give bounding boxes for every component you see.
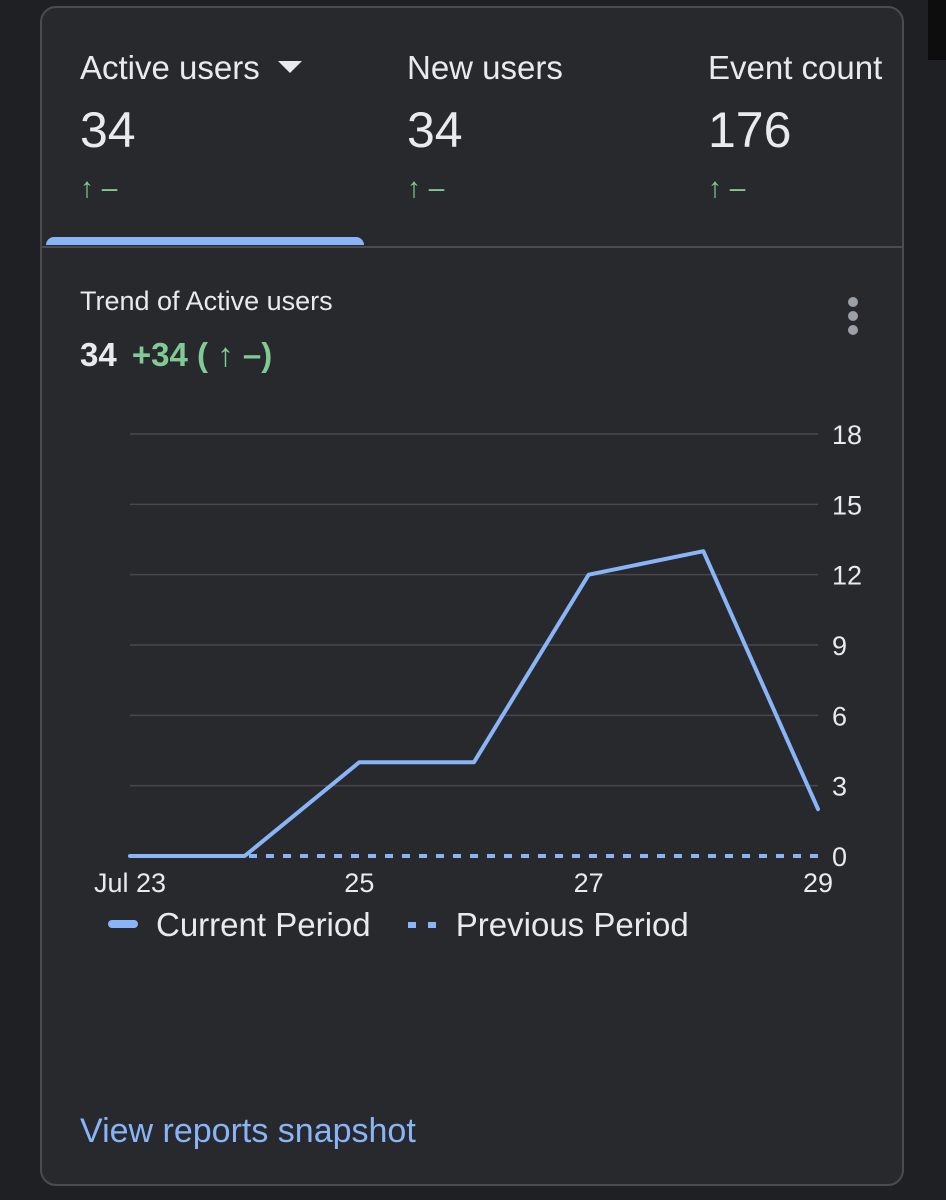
legend-previous-swatch bbox=[407, 922, 438, 928]
y-tick-label: 3 bbox=[832, 772, 847, 802]
trend-title: Trend of Active users bbox=[80, 286, 333, 316]
legend-current-swatch bbox=[108, 920, 138, 928]
more-dot bbox=[848, 311, 858, 321]
legend-current-label: Current Period bbox=[156, 906, 371, 943]
tab-new-users[interactable]: New users 34 ↑ – bbox=[407, 48, 563, 204]
trend-value: 34 bbox=[80, 336, 117, 373]
x-tick-label: 27 bbox=[574, 868, 604, 898]
tab-active-users[interactable]: Active users 34 ↑ – bbox=[80, 48, 302, 204]
y-tick-label: 0 bbox=[832, 842, 847, 872]
tab-event-count-value: 176 bbox=[708, 102, 792, 158]
tab-new-users-label: New users bbox=[407, 49, 563, 86]
tab-event-count[interactable]: Event count 176 ↑ – bbox=[708, 48, 882, 204]
tab-new-users-change: ↑ – bbox=[407, 172, 445, 203]
dropdown-caret-icon[interactable] bbox=[277, 61, 302, 73]
tab-active-users-change: ↑ – bbox=[80, 172, 118, 203]
trend-chart: 0 3 6 9 12 15 18 Jul 23 25 27 29 bbox=[94, 420, 862, 898]
x-tick-label: 25 bbox=[344, 868, 374, 898]
x-tick-label: Jul 23 bbox=[94, 868, 166, 898]
tab-new-users-value: 34 bbox=[407, 102, 463, 158]
y-tick-label: 12 bbox=[832, 561, 862, 591]
more-dot bbox=[848, 297, 858, 307]
analytics-card: Active users 34 ↑ – New users 34 ↑ – Eve… bbox=[40, 6, 904, 1186]
tab-active-users-label: Active users bbox=[80, 49, 260, 86]
tab-event-count-change: ↑ – bbox=[708, 172, 746, 203]
trend-delta: +34 ( ↑ –) bbox=[131, 336, 273, 373]
legend-current[interactable]: Current Period bbox=[108, 906, 371, 944]
x-tick-label: 29 bbox=[803, 868, 833, 898]
screen-edge bbox=[928, 0, 946, 60]
tab-event-count-label: Event count bbox=[708, 49, 883, 86]
y-tick-label: 18 bbox=[832, 420, 862, 450]
legend-previous-label: Previous Period bbox=[455, 906, 689, 943]
more-options-icon[interactable] bbox=[838, 294, 868, 344]
trend-summary: 34 +34 ( ↑ –) bbox=[80, 336, 272, 374]
y-tick-label: 6 bbox=[832, 701, 847, 731]
more-dot bbox=[848, 325, 858, 335]
metric-tabs: Active users 34 ↑ – New users 34 ↑ – Eve… bbox=[42, 8, 902, 248]
y-tick-label: 9 bbox=[832, 631, 847, 661]
tab-active-users-value: 34 bbox=[80, 102, 136, 158]
active-tab-indicator bbox=[46, 237, 364, 245]
legend-previous[interactable]: Previous Period bbox=[407, 906, 689, 944]
chart-legend: Current Period Previous Period bbox=[108, 906, 717, 944]
current-period-line bbox=[128, 549, 820, 858]
tab-active-users-header: Active users bbox=[80, 48, 302, 88]
y-tick-label: 15 bbox=[832, 490, 862, 520]
view-reports-link[interactable]: View reports snapshot bbox=[80, 1112, 416, 1150]
